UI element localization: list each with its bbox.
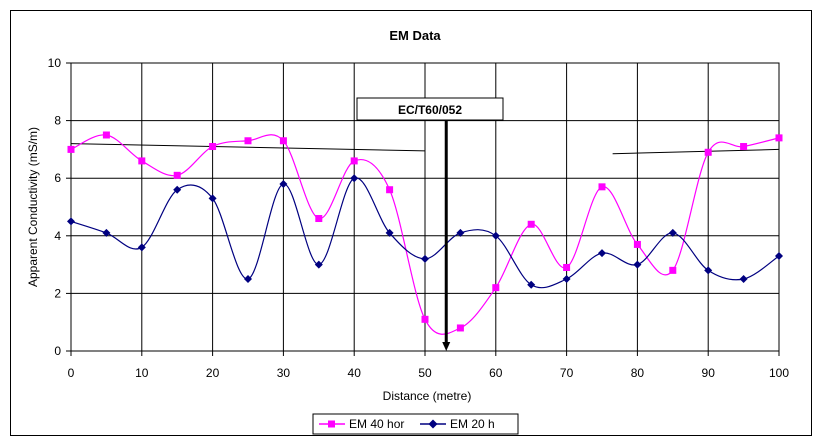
- trend-line: [612, 148, 780, 155]
- data-point: [562, 275, 571, 283]
- data-point: [669, 266, 677, 274]
- legend-box: [312, 413, 519, 435]
- data-point: [244, 137, 252, 145]
- data-point: [67, 217, 75, 226]
- legend-label-em40: EM 40 hor: [349, 417, 404, 431]
- x-tick-label: 30: [277, 366, 291, 380]
- x-tick-label: 20: [206, 366, 220, 380]
- data-point: [244, 275, 252, 283]
- data-point: [279, 137, 287, 145]
- annotation-label: EC/T60/052: [398, 103, 462, 117]
- series-line: [70, 177, 780, 289]
- x-tick-label: 50: [418, 366, 432, 380]
- chart-title: EM Data: [389, 28, 441, 43]
- legend-marker-em40: [328, 420, 335, 428]
- data-point: [633, 260, 642, 269]
- trend-lines: [70, 143, 780, 155]
- data-point: [314, 260, 323, 269]
- y-tick-label: 2: [54, 286, 61, 300]
- data-point: [315, 215, 323, 223]
- data-point: [421, 254, 429, 263]
- series-layer: [67, 131, 783, 335]
- series-0: [67, 131, 783, 335]
- data-point: [421, 315, 429, 323]
- data-point: [208, 194, 217, 203]
- data-point: [456, 324, 464, 332]
- axis-layer: 0 10 20 30 40 50 60 70 80 90 100 0 2 4 6 8 10: [48, 56, 790, 380]
- x-tick-label: 40: [348, 366, 362, 380]
- data-point: [740, 143, 748, 151]
- annotation-arrow-head: [442, 342, 451, 351]
- y-tick-label: 10: [48, 56, 62, 70]
- data-point: [102, 131, 110, 139]
- series-1: [67, 174, 783, 289]
- data-point: [775, 251, 783, 260]
- data-point: [173, 171, 181, 179]
- data-point: [492, 284, 500, 292]
- y-tick-label: 0: [54, 344, 61, 358]
- y-tick-label: 4: [54, 229, 61, 243]
- data-point: [598, 249, 606, 258]
- data-point: [527, 280, 536, 289]
- data-point: [775, 134, 783, 142]
- trend-line: [70, 143, 426, 152]
- x-tick-label: 100: [769, 366, 789, 380]
- data-point: [137, 243, 146, 252]
- legend: EM 40 hor EM 20 h: [312, 413, 519, 435]
- x-tick-label: 0: [68, 366, 75, 380]
- data-point: [209, 143, 217, 151]
- x-tick-label: 10: [135, 366, 149, 380]
- y-axis-title: Apparent Conductivity (mS/m): [26, 127, 40, 287]
- data-point: [704, 266, 713, 275]
- annotation: EC/T60/052: [356, 97, 504, 351]
- x-tick-label: 80: [631, 366, 645, 380]
- data-point: [668, 228, 677, 237]
- x-tick-label: 70: [560, 366, 574, 380]
- data-point: [704, 148, 712, 156]
- data-point: [633, 240, 641, 248]
- y-tick-label: 8: [54, 114, 61, 128]
- data-point: [138, 157, 146, 165]
- data-point: [563, 263, 571, 271]
- x-axis-title: Distance (metre): [383, 389, 472, 403]
- data-point: [279, 179, 288, 188]
- annotation-box: [356, 97, 504, 121]
- data-point: [350, 157, 358, 165]
- legend-marker-em20: [428, 419, 438, 429]
- data-point: [739, 275, 748, 283]
- legend-label-em20: EM 20 h: [450, 417, 495, 431]
- data-point: [385, 228, 394, 237]
- data-point: [456, 228, 465, 237]
- data-point: [491, 231, 500, 240]
- x-tick-label: 90: [702, 366, 716, 380]
- data-point: [67, 145, 75, 153]
- data-point: [350, 174, 359, 183]
- data-point: [598, 183, 606, 191]
- data-point: [173, 185, 182, 194]
- data-point: [102, 228, 111, 237]
- data-point: [527, 220, 535, 228]
- x-tick-label: 60: [489, 366, 503, 380]
- data-point: [386, 186, 394, 194]
- y-tick-label: 6: [54, 171, 61, 185]
